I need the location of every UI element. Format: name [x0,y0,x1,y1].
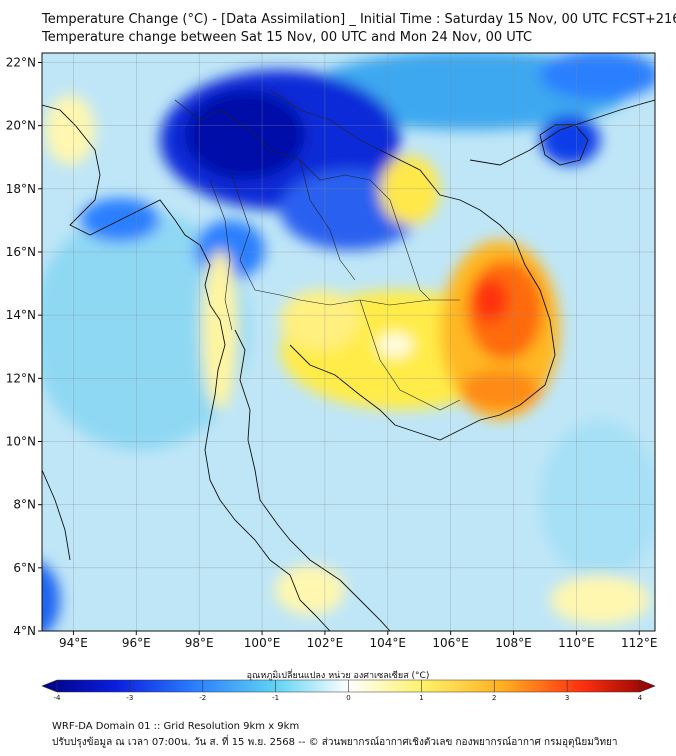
footer-line-1: WRF-DA Domain 01 :: Grid Resolution 9km … [52,721,300,732]
lat-tick-label: 4°N [13,624,36,638]
field-blue-hainan [540,115,600,165]
colorbar-tick-label: 1 [419,694,423,702]
colorbar-ticks: -4 -3 -2 -1 0 1 2 3 4 [54,680,643,702]
field-yellow-central [280,290,360,350]
colorbar-tick-label: -2 [199,694,206,702]
borders [174,89,461,411]
border-line-3 [359,299,461,411]
lon-tick-label: 96°E [122,636,151,650]
chart-subtitle: Temperature change between Sat 15 Nov, 0… [42,30,533,45]
west-coast [42,104,331,631]
lon-tick-label: 106°E [432,636,469,650]
lat-tick-label: 6°N [13,561,36,575]
latitude-ticks: 4°N 6°N 8°N 10°N 12°N 14°N 16°N 18°N 20°N 22°N [6,55,42,638]
lon-tick-label: 94°E [59,636,88,650]
field-blue-ne [540,53,655,100]
lon-tick-label: 98°E [185,636,214,650]
lat-tick-label: 10°N [6,434,36,448]
lat-tick-label: 12°N [6,371,36,385]
colorbar-tick-label: 0 [346,694,350,702]
peninsula-east-coast [234,329,391,631]
colorbar-tick-label: -1 [272,694,279,702]
field-red-core [472,278,508,322]
lat-tick-label: 22°N [6,55,36,69]
field-yellow-isthmus [202,250,238,410]
lon-tick-label: 100°E [244,636,281,650]
lat-tick-label: 8°N [13,498,36,512]
border-line-2 [229,169,431,306]
field-darkblue-core [185,90,305,180]
border-line-4 [209,179,233,331]
lat-tick-label: 14°N [6,308,36,322]
field-cyan-se [540,420,655,580]
longitude-ticks: 94°E 96°E 98°E 100°E 102°E 104°E 106°E 108°E 110… [59,631,658,650]
field-blue-sw [42,563,60,631]
gulf-east-coast [289,149,556,441]
lat-tick-label: 16°N [6,245,36,259]
colorbar-tick-label: -4 [54,694,62,702]
colorbar-tick-label: 3 [565,694,569,702]
field-yellow-nw [45,95,95,165]
lon-tick-label: 110°E [558,636,595,650]
border-line-6 [269,89,381,151]
field-white-lake [377,333,413,357]
temperature-field [42,53,655,631]
lon-tick-label: 108°E [495,636,532,650]
colorbar-tick-label: 2 [492,694,496,702]
border-line-5 [299,159,356,281]
chart-title: Temperature Change (°C) - [Data Assimila… [42,12,676,27]
field-orange-south [460,370,540,410]
footer-line-2: ปรับปรุงข้อมูล ณ เวลา 07:00น. วัน ส. ที่… [52,737,618,748]
lat-tick-label: 18°N [6,182,36,196]
plot-frame [41,52,656,632]
colorbar-tick-label: -3 [126,694,133,702]
hainan-island [539,124,589,166]
lon-tick-label: 112°E [621,636,658,650]
field-cyan-west [42,210,250,450]
tonkin-coast [469,99,655,166]
lon-tick-label: 104°E [370,636,407,650]
field-yellow-malay [275,565,345,615]
border-line-1 [174,99,460,301]
andaman-islands [42,469,71,561]
field-yellow-north-laos [380,155,440,225]
lon-tick-label: 102°E [307,636,344,650]
lat-tick-label: 20°N [6,119,36,133]
colorbar-tick-label: 4 [638,694,643,702]
gridlines [42,53,655,631]
colorbar-title: อุณหภูมิเปลี่ยนแปลง หน่วย องศาเซลเซียส (… [246,671,430,681]
coastlines [42,99,655,631]
field-yellow-south [550,575,650,625]
